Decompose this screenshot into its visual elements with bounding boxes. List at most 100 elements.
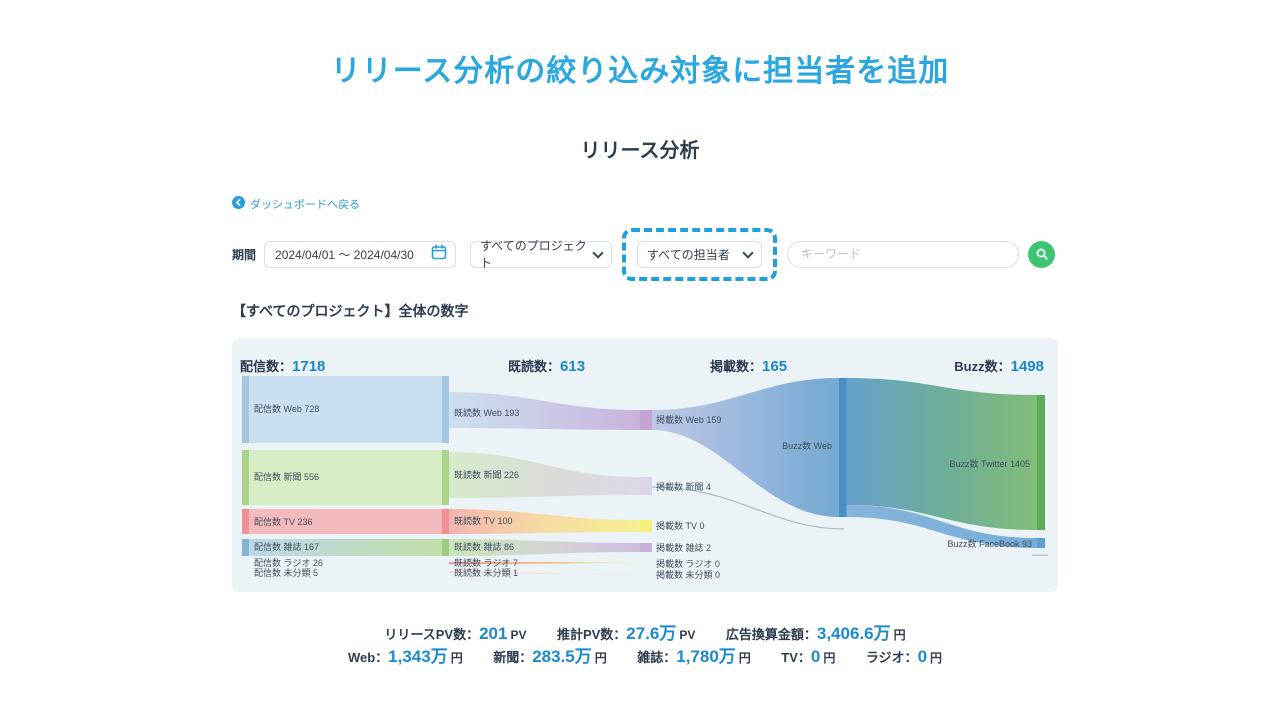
chevron-down-icon: [742, 246, 754, 259]
label-distribution-radio: 配信数 ラジオ 26: [254, 557, 323, 568]
section-title: 【すべてのプロジェクト】全体の数字: [232, 303, 469, 319]
stat-unit: 円: [930, 651, 943, 665]
date-range-picker[interactable]: [264, 240, 457, 268]
label-distribution-web: 配信数 Web 728: [254, 403, 319, 414]
sankey-header-read: 既読数：613: [508, 358, 585, 375]
label-buzz-facebook: Buzz数 FaceBook 93: [947, 538, 1032, 549]
chevron-left-circle-icon: [232, 196, 245, 212]
sankey-node-buzz-facebook: [1037, 538, 1045, 548]
sankey-header-buzz: Buzz数：1498: [954, 358, 1044, 375]
sankey-chart: 配信数：1718 既読数：613 掲載数：165 Buzz数：1498 配信数 …: [240, 358, 1048, 580]
sankey-node-published-magazine: [640, 543, 652, 552]
stat-label: 広告換算金額：: [725, 627, 817, 642]
stat-unit: 円: [738, 651, 751, 665]
sankey-node-distribution-magazine: [242, 539, 449, 556]
label-read-web: 既読数 Web 193: [454, 407, 519, 418]
header-label: 既読数：: [508, 359, 560, 374]
search-button[interactable]: [1028, 240, 1056, 268]
project-select[interactable]: すべてのプロジェクト: [470, 239, 613, 270]
header-value: 1718: [292, 358, 325, 375]
back-to-dashboard-link[interactable]: ダッシュボードへ戻る: [232, 196, 360, 212]
sankey-flow-buzzweb-facebook: [846, 505, 1037, 548]
keyword-input[interactable]: [787, 240, 1020, 268]
sankey-node-distribution-web: [242, 376, 449, 443]
stat-label: 新聞：: [493, 650, 533, 665]
label-published-news: 掲載数 新聞 4: [656, 481, 711, 492]
calendar-icon[interactable]: [431, 243, 447, 265]
sankey-zero-flow-dash: [1032, 554, 1048, 556]
label-distribution-magazine: 配信数 雑誌 167: [254, 541, 319, 552]
stat-label: Web：: [347, 650, 389, 665]
header-value: 1498: [1011, 358, 1044, 375]
stat-unit: 円: [823, 651, 836, 665]
header-label: 配信数：: [240, 359, 292, 374]
label-read-uncategorized: 既読数 未分類 1: [454, 567, 518, 578]
header-value: 165: [762, 358, 787, 375]
stat-unit: 円: [594, 651, 607, 665]
sankey-flow-uncategorized-read: [449, 571, 636, 575]
staff-select[interactable]: すべての担当者: [637, 240, 763, 268]
filter-bar: 期間 すべてのプロジェクト すべての担当者: [232, 227, 1058, 281]
label-distribution-uncategorized: 配信数 未分類 5: [254, 567, 318, 578]
summary-stats: リリースPV数：201 PV 推計PV数：27.6万 PV 広告換算金額：3,406…: [232, 622, 1058, 668]
stat-news-yen: 新聞：283.5万円: [493, 645, 607, 670]
staff-filter-highlight: すべての担当者: [622, 227, 778, 281]
stat-value: 283.5万: [532, 647, 592, 666]
label-read-radio: 既読数 ラジオ 7: [454, 557, 518, 568]
stat-value: 201: [479, 624, 508, 643]
label-published-radio: 掲載数 ラジオ 0: [656, 558, 720, 569]
staff-select-value: すべての担当者: [647, 247, 730, 262]
sankey-node-published-web: [640, 410, 652, 430]
sankey-header-published: 掲載数：165: [710, 358, 787, 375]
stat-magazine-yen: 雑誌：1,780万円: [637, 645, 751, 670]
stat-estimated-pv: 推計PV数：27.6万 PV: [557, 622, 695, 647]
stat-label: TV：: [781, 650, 811, 665]
sankey-flow-publishednews-buzz: [651, 486, 845, 530]
date-range-input[interactable]: [273, 246, 428, 262]
sankey-flow-magazine-read: [449, 539, 640, 556]
sankey-flow-radio-read: [449, 562, 636, 565]
sankey-node-distribution-news: [242, 450, 449, 505]
stat-release-pv: リリースPV数：201 PV: [384, 622, 526, 647]
stat-radio-yen: ラジオ：0 円: [866, 645, 942, 670]
stat-unit: 円: [893, 628, 906, 642]
stat-label: 推計PV数：: [556, 627, 627, 642]
sankey-node-published-news: [640, 477, 652, 495]
sankey-panel: 配信数：1718 既読数：613 掲載数：165 Buzz数：1498 配信数 …: [232, 338, 1058, 592]
label-published-tv: 掲載数 TV 0: [656, 520, 705, 531]
label-buzz-twitter: Buzz数 Twitter 1405: [949, 458, 1030, 469]
stat-ad-value: 広告換算金額：3,406.6万円: [726, 622, 906, 647]
stat-value: 1,780万: [676, 647, 736, 666]
sankey-flow-web-read: [449, 392, 640, 430]
label-distribution-tv: 配信数 TV 236: [254, 516, 313, 527]
project-select-value: すべてのプロジェクト: [480, 239, 587, 270]
stats-row-1: リリースPV数：201 PV 推計PV数：27.6万 PV 広告換算金額：3,406…: [232, 622, 1058, 645]
label-published-uncategorized: 掲載数 未分類 0: [656, 569, 720, 580]
chevron-down-icon: [592, 246, 604, 259]
label-read-magazine: 既読数 雑誌 86: [454, 541, 514, 552]
stat-value: 1,343万: [388, 647, 448, 666]
label-published-web: 掲載数 Web 159: [656, 414, 721, 425]
sankey-flow-buzzweb-twitter: [846, 378, 1037, 530]
label-buzz-web: Buzz数 Web: [782, 440, 832, 451]
stat-label: ラジオ：: [865, 650, 918, 665]
sankey-flow-publishedweb-buzzweb: [652, 378, 839, 517]
sankey-node-distribution-tv: [242, 509, 449, 534]
sankey-flow-tv-read: [449, 509, 640, 534]
label-published-magazine: 掲載数 雑誌 2: [656, 542, 711, 553]
label-read-tv: 既読数 TV 100: [454, 515, 513, 526]
stat-value: 0: [917, 647, 928, 666]
label-distribution-news: 配信数 新聞 556: [254, 471, 319, 482]
back-link-label: ダッシュボードへ戻る: [250, 199, 360, 211]
header-label: Buzz数：: [954, 359, 1010, 374]
sankey-node-buzz-web: [839, 378, 847, 517]
search-icon: [1035, 247, 1049, 261]
period-label: 期間: [232, 247, 257, 262]
stat-value: 3,406.6万: [816, 624, 891, 643]
header-value: 613: [560, 358, 585, 375]
stat-tv-yen: TV：0 円: [781, 645, 835, 670]
sankey-node-buzz-twitter: [1037, 395, 1045, 530]
sankey-flow-news-read: [449, 452, 640, 498]
header-label: 掲載数：: [710, 359, 762, 374]
stat-label: 雑誌：: [637, 650, 677, 665]
